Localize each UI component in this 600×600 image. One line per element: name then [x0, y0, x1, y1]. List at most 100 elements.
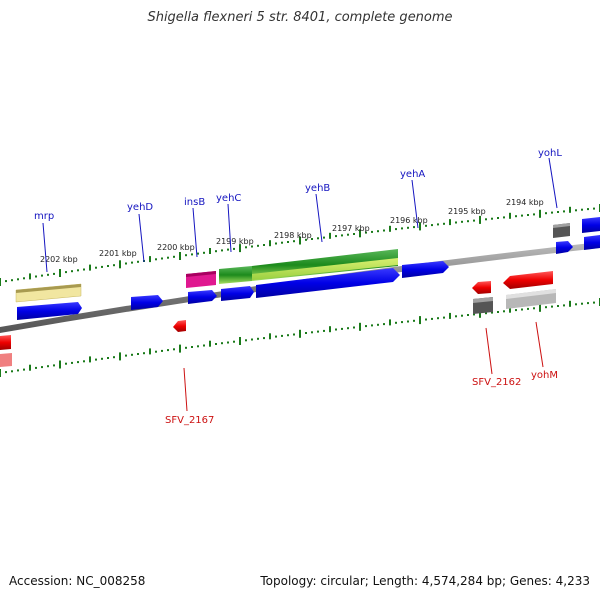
scale-minor-tick	[89, 356, 91, 363]
scale-minor-tick	[11, 370, 13, 373]
feature-mrp[interactable]	[17, 302, 82, 320]
scale-minor-tick	[263, 244, 265, 246]
feature-edge-1[interactable]	[582, 217, 600, 233]
feature-left-red[interactable]	[0, 335, 11, 350]
scale-minor-tick	[407, 226, 409, 229]
scale-minor-tick	[173, 255, 175, 258]
scale-major-tick	[119, 352, 121, 361]
scale-minor-tick	[347, 233, 349, 236]
gene-label-yehB[interactable]: yehB	[305, 183, 330, 194]
feature-yohL[interactable]	[556, 241, 573, 254]
gene-label-yohM[interactable]: yohM	[531, 370, 558, 381]
gene-label-yohL[interactable]: yohL	[538, 148, 562, 159]
gene-label-SFV_2162[interactable]: SFV_2162	[472, 377, 521, 388]
gene-label-insB[interactable]: insB	[184, 197, 205, 208]
scale-major-tick	[359, 322, 361, 331]
feature-insB[interactable]	[188, 290, 217, 304]
scale-minor-tick	[167, 256, 169, 259]
scale-minor-tick	[425, 224, 427, 227]
scale-minor-tick	[377, 230, 379, 233]
feature-yehD[interactable]	[131, 295, 163, 310]
scale-minor-tick	[563, 304, 565, 307]
scale-minor-tick	[83, 268, 85, 271]
feature-yohM-pseudo-top	[506, 289, 556, 299]
scale-minor-tick	[545, 212, 547, 215]
scale-minor-tick	[347, 327, 349, 330]
scale-minor-tick	[257, 337, 259, 340]
scale-minor-tick	[467, 314, 469, 316]
scale-minor-tick	[209, 248, 211, 254]
scale-minor-tick	[257, 244, 259, 247]
scale-minor-tick	[317, 330, 319, 333]
scale-minor-tick	[185, 254, 187, 257]
scale-major-tick	[419, 222, 421, 231]
scale-minor-tick	[47, 273, 49, 276]
scale-minor-tick	[563, 210, 565, 213]
scale-minor-tick	[575, 303, 577, 306]
feature-yehA[interactable]	[402, 261, 449, 278]
scale-minor-tick	[131, 261, 133, 264]
scale-minor-tick	[245, 339, 247, 342]
scale-major-tick	[539, 303, 541, 312]
kbp-label: 2202 kbp	[40, 255, 78, 264]
scale-minor-tick	[341, 234, 343, 237]
scale-minor-tick	[227, 248, 229, 251]
scale-minor-tick	[575, 209, 577, 212]
scale-major-tick	[479, 215, 481, 224]
scale-minor-tick	[101, 357, 103, 360]
scale-minor-tick	[125, 262, 127, 265]
scale-minor-tick	[149, 348, 151, 355]
gene-label-mrp[interactable]: mrp	[34, 211, 54, 222]
scale-minor-tick	[473, 313, 475, 316]
scale-minor-tick	[323, 329, 325, 332]
scale-minor-tick	[311, 238, 313, 240]
scale-major-tick	[299, 236, 301, 245]
feature-SFV_2167[interactable]	[173, 320, 186, 332]
scale-major-tick	[419, 316, 421, 325]
feature-left-pink[interactable]	[0, 353, 12, 367]
scale-minor-tick	[113, 264, 115, 267]
gene-label-yehC[interactable]: yehC	[216, 193, 241, 204]
feature-yehB[interactable]	[256, 268, 400, 298]
scale-minor-tick	[317, 237, 319, 240]
scale-minor-tick	[389, 319, 391, 326]
scale-minor-tick	[107, 357, 109, 359]
scale-minor-tick	[335, 235, 337, 238]
scale-minor-tick	[305, 332, 307, 334]
kbp-label: 2197 kbp	[332, 224, 370, 233]
scale-minor-tick	[551, 211, 553, 214]
feature-yehC-rna[interactable]	[219, 266, 252, 284]
scale-minor-tick	[17, 369, 19, 372]
feature-SFV_2162[interactable]	[472, 281, 491, 294]
scale-minor-tick	[161, 349, 163, 352]
scale-minor-tick	[443, 316, 445, 319]
scale-minor-tick	[383, 323, 385, 326]
scale-minor-tick	[557, 211, 559, 213]
scale-minor-tick	[29, 364, 31, 371]
scale-minor-tick	[221, 342, 223, 345]
scale-minor-tick	[431, 317, 433, 320]
scale-major-tick	[119, 260, 121, 269]
gene-label-SFV_2167[interactable]: SFV_2167	[165, 415, 214, 426]
scale-minor-tick	[293, 240, 295, 243]
scale-minor-tick	[77, 361, 79, 364]
scale-minor-tick	[377, 323, 379, 326]
scale-major-tick	[0, 369, 1, 377]
scale-minor-tick	[401, 321, 403, 324]
scale-minor-tick	[323, 236, 325, 239]
feature-yehC[interactable]	[221, 286, 254, 301]
scale-minor-tick	[341, 327, 343, 330]
scale-minor-tick	[41, 366, 43, 369]
gene-label-yehA[interactable]: yehA	[400, 169, 425, 180]
scale-minor-tick	[275, 335, 277, 338]
scale-minor-tick	[509, 212, 511, 219]
feature-yohM[interactable]	[503, 271, 553, 289]
scale-minor-tick	[287, 241, 289, 243]
gene-label-yehD[interactable]: yehD	[127, 202, 153, 213]
scale-minor-tick	[113, 356, 115, 359]
scale-minor-tick	[95, 266, 97, 269]
scale-minor-tick	[329, 326, 331, 333]
feature-edge-2[interactable]	[584, 235, 600, 250]
accession-number: Accession: NC_008258	[9, 574, 146, 588]
scale-minor-tick	[485, 312, 487, 315]
